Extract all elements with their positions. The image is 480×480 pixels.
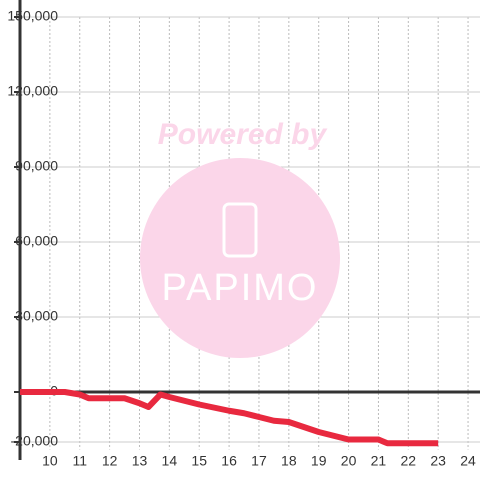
y-tick-label: -20,000 — [11, 433, 59, 449]
y-tick-label: 30,000 — [15, 308, 58, 324]
x-tick-label: 12 — [102, 453, 118, 469]
x-tick-label: 13 — [132, 453, 148, 469]
x-tick-label: 14 — [162, 453, 178, 469]
x-tick-label: 19 — [311, 453, 327, 469]
x-tick-label: 10 — [42, 453, 58, 469]
x-tick-label: 23 — [430, 453, 446, 469]
x-tick-label: 18 — [281, 453, 297, 469]
y-tick-label: 60,000 — [15, 233, 58, 249]
x-tick-label: 22 — [401, 453, 417, 469]
watermark-circle — [140, 158, 340, 358]
y-tick-label: 150,000 — [7, 8, 58, 24]
watermark-icon — [222, 202, 258, 258]
x-tick-label: 24 — [460, 453, 476, 469]
x-tick-label: 11 — [72, 453, 87, 469]
watermark-text: Powered by — [158, 118, 328, 151]
x-tick-label: 15 — [191, 453, 207, 469]
watermark-text: PAPIMO — [162, 267, 319, 309]
x-tick-label: 20 — [341, 453, 357, 469]
x-tick-label: 21 — [371, 453, 387, 469]
x-tick-label: 17 — [251, 453, 267, 469]
x-tick-label: 16 — [221, 453, 237, 469]
data-line — [20, 389, 439, 447]
y-tick-label: 120,000 — [7, 83, 58, 99]
y-tick-label: 90,000 — [15, 158, 58, 174]
